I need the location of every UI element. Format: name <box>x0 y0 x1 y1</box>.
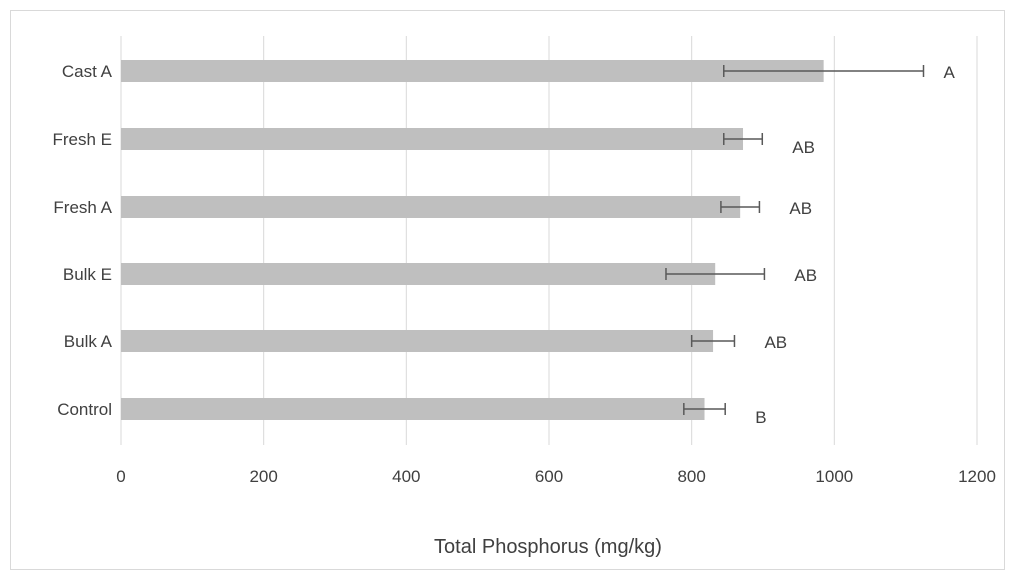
significance-letters: A AB AB AB AB B <box>755 63 955 427</box>
category-label: Cast A <box>62 62 113 81</box>
x-tick-label: 400 <box>392 467 420 486</box>
x-tick-label: 1200 <box>958 467 996 486</box>
category-labels: Cast A Fresh E Fresh A Bulk E Bulk A Control <box>52 62 112 419</box>
bar <box>121 196 741 218</box>
bar <box>121 60 824 82</box>
category-label: Fresh E <box>52 130 112 149</box>
bar <box>121 330 714 352</box>
bar <box>121 398 705 420</box>
gridlines <box>120 36 978 445</box>
x-tick-label: 800 <box>677 467 705 486</box>
error-bars <box>665 65 925 415</box>
significance-letter: AB <box>764 333 787 352</box>
x-tick-labels: 0 200 400 600 800 1000 1200 <box>116 467 996 486</box>
x-tick-label: 1000 <box>815 467 853 486</box>
significance-letter: AB <box>794 266 817 285</box>
category-label: Bulk E <box>63 265 112 284</box>
category-label: Control <box>57 400 112 419</box>
significance-letter: B <box>755 408 766 427</box>
category-label: Bulk A <box>64 332 113 351</box>
category-label: Fresh A <box>53 198 112 217</box>
bar <box>121 263 716 285</box>
bar <box>121 128 744 150</box>
bars <box>121 60 824 420</box>
x-tick-label: 0 <box>116 467 125 486</box>
x-axis-title: Total Phosphorus (mg/kg) <box>434 536 662 557</box>
significance-letter: AB <box>792 138 815 157</box>
x-tick-label: 600 <box>535 467 563 486</box>
significance-letter: AB <box>789 199 812 218</box>
significance-letter: A <box>944 63 956 82</box>
x-tick-label: 200 <box>249 467 277 486</box>
